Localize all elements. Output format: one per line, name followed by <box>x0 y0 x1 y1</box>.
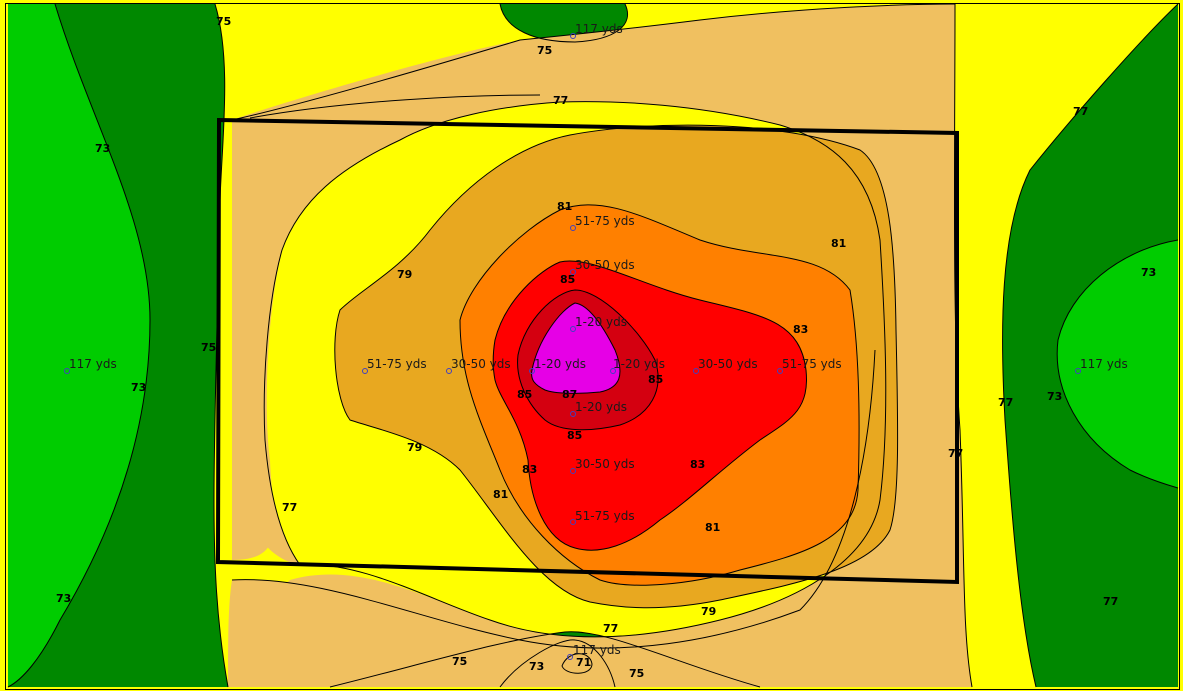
sample-point[interactable]: 117 yds <box>570 22 623 39</box>
contour-line-81 <box>334 124 899 609</box>
sample-point-label: 117 yds <box>1080 357 1128 371</box>
contour-label: 79 <box>407 441 422 454</box>
sample-point[interactable]: 1-20 yds <box>610 357 666 374</box>
sample-point-label: 51-75 yds <box>367 357 427 371</box>
contour-label: 85 <box>560 273 575 286</box>
contour-label: 85 <box>648 373 663 386</box>
contour-label: 87 <box>562 388 577 401</box>
contour-label: 75 <box>201 341 216 354</box>
sample-point[interactable]: 51-75 yds <box>362 357 427 374</box>
contour-line-peak <box>531 302 621 394</box>
contour-line-71-bottom <box>561 653 593 674</box>
sample-point-label: 30-50 yds <box>575 258 635 272</box>
contour-label: 81 <box>557 200 572 213</box>
contour-line-77-top <box>231 3 956 121</box>
sample-point-label: 1-20 yds <box>613 357 665 371</box>
sample-point[interactable]: 117 yds <box>1075 357 1128 374</box>
band-75-left <box>8 4 150 687</box>
sample-point[interactable]: 1-20 yds <box>529 357 587 374</box>
contour-labels: 75 75 77 73 81 81 79 85 83 75 73 85 87 8… <box>56 15 1156 680</box>
contour-label: 81 <box>831 237 846 250</box>
contour-label: 75 <box>452 655 467 668</box>
sample-point-label: 51-75 yds <box>782 357 842 371</box>
contour-label: 81 <box>493 488 508 501</box>
sample-point[interactable]: 117 yds <box>64 357 117 374</box>
contour-line-79 <box>249 94 887 638</box>
contour-line-73-left <box>7 3 151 688</box>
contour-line-77-bottom <box>231 349 876 649</box>
sample-point[interactable]: 117 yds <box>567 643 621 660</box>
band-75-right <box>1057 240 1178 488</box>
band-peak <box>531 303 620 394</box>
sample-point-label: 30-50 yds <box>575 457 635 471</box>
contour-label: 83 <box>522 463 537 476</box>
sample-point-label: 30-50 yds <box>451 357 511 371</box>
venue-boundary <box>215 117 959 585</box>
contour-label: 77 <box>948 447 963 460</box>
sample-point[interactable]: 30-50 yds <box>570 457 635 474</box>
band-79-main <box>232 4 955 687</box>
contour-label: 73 <box>529 660 544 673</box>
contour-line-75-left <box>213 3 229 688</box>
sample-point[interactable]: 30-50 yds <box>693 357 758 374</box>
map-frame <box>5 3 1180 690</box>
sample-point[interactable]: 51-75 yds <box>777 357 842 374</box>
sample-point-label: 51-75 yds <box>575 509 635 523</box>
contour-line-75-right <box>1002 3 1179 688</box>
contour-label: 77 <box>603 622 618 635</box>
sample-point-label: 1-20 yds <box>534 357 586 371</box>
contour-label: 77 <box>553 94 568 107</box>
contour-line-87 <box>517 289 659 431</box>
sample-point-label: 30-50 yds <box>698 357 758 371</box>
sample-point-label: 117 yds <box>575 22 623 36</box>
contour-label: 73 <box>1141 266 1156 279</box>
sample-point[interactable]: 1-20 yds <box>570 400 628 417</box>
sample-point[interactable]: 51-75 yds <box>570 214 635 231</box>
sample-point[interactable]: 51-75 yds <box>570 509 635 525</box>
contour-label: 81 <box>705 521 720 534</box>
contour-line-83 <box>459 204 860 586</box>
contour-line-75-top <box>499 3 628 43</box>
contour-label: 73 <box>131 381 146 394</box>
sample-points: 117 yds 51-75 yds 30-50 yds 1-20 yds 117… <box>64 22 1128 660</box>
contour-label: 79 <box>397 268 412 281</box>
contour-label: 85 <box>517 388 532 401</box>
contour-label: 73 <box>1047 390 1062 403</box>
contour-label: 77 <box>282 501 297 514</box>
contour-label: 77 <box>1103 595 1118 608</box>
contour-label: 75 <box>216 15 231 28</box>
contour-label: 75 <box>537 44 552 57</box>
contour-label: 73 <box>95 142 110 155</box>
sample-point-label: 51-75 yds <box>575 214 635 228</box>
contour-label: 73 <box>56 592 71 605</box>
contour-line-73-bottom <box>499 639 616 688</box>
sample-point-label: 1-20 yds <box>575 315 627 329</box>
sample-point[interactable]: 30-50 yds <box>446 357 511 374</box>
contour-line-73-right <box>1056 239 1179 489</box>
contour-label: 77 <box>1073 105 1088 118</box>
sample-point-label: 1-20 yds <box>575 400 627 414</box>
sample-point[interactable]: 1-20 yds <box>570 315 628 332</box>
contour-line-85 <box>492 260 807 551</box>
contour-label: 75 <box>629 667 644 680</box>
contour-label: 77 <box>998 396 1013 409</box>
contour-lines <box>7 3 1179 688</box>
contour-label: 83 <box>793 323 808 336</box>
contour-label: 85 <box>567 429 582 442</box>
sample-point-label: 117 yds <box>573 643 621 657</box>
contour-line-75-bottom <box>329 631 761 688</box>
contour-label: 83 <box>690 458 705 471</box>
sample-point-label: 117 yds <box>69 357 117 371</box>
contour-label: 79 <box>701 605 716 618</box>
contour-label: 71 <box>576 656 591 669</box>
sample-point[interactable]: 30-50 yds <box>570 258 635 275</box>
